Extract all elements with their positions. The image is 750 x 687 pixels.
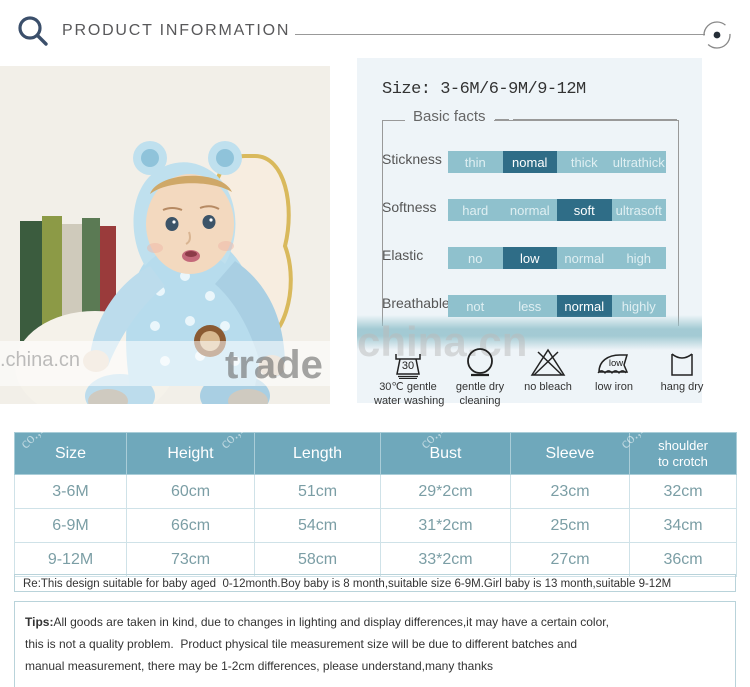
svg-text:low: low [609,358,623,369]
svg-text:trade: trade [225,343,323,387]
svg-text:.china.cn: .china.cn [0,349,80,371]
svg-text:30: 30 [402,360,414,372]
